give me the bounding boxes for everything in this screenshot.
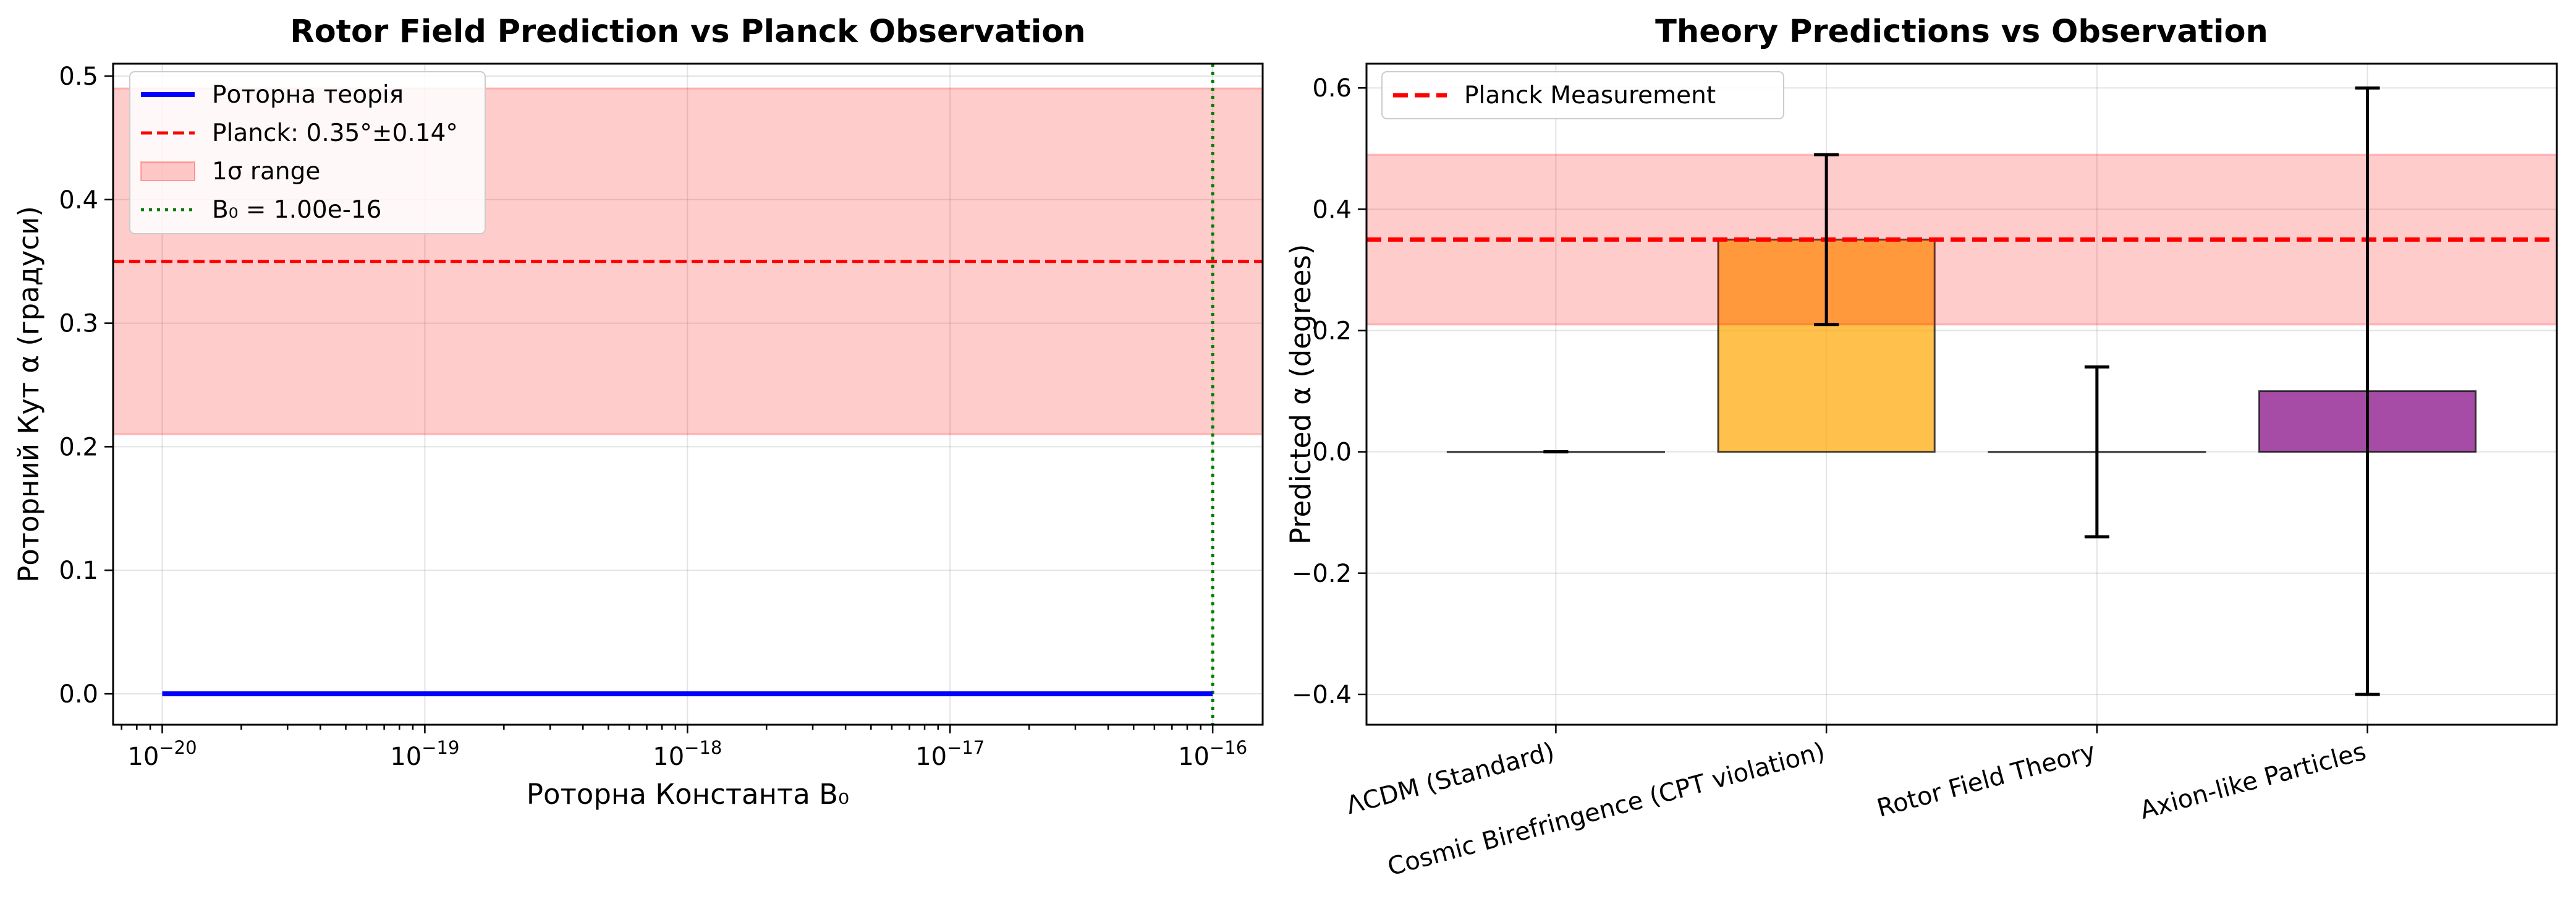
- legend-planck: Planck Measurement: [1393, 82, 1716, 109]
- right-chart: −0.4 −0.2 0.0 0.2 0.4 0.6 ΛCDM (Standard)Cosmi…: [1284, 14, 2558, 882]
- x-tick-label: 10−16: [1178, 737, 1247, 771]
- y-tick-label: 0.2: [1312, 317, 1352, 346]
- y-tick-label: −0.4: [1292, 681, 1352, 709]
- x-axis-label: Роторна Константа B₀: [527, 778, 849, 811]
- x-tick-label: 10−18: [653, 737, 722, 771]
- y-tick-label: −0.2: [1292, 560, 1352, 588]
- y-tick-label: 0.0: [1312, 438, 1352, 467]
- legend-label: Planck: 0.35°±0.14°: [212, 119, 458, 147]
- x-tick-label: Cosmic Birefringence (CPT violation): [1384, 737, 1828, 881]
- y-tick-label: 0.6: [1312, 74, 1352, 103]
- error-bar: [1814, 153, 1839, 326]
- legend-label: Роторна теорія: [212, 81, 404, 109]
- legend-label: B₀ = 1.00e-16: [212, 196, 381, 224]
- x-tick-label: ΛCDM (Standard): [1343, 737, 1557, 820]
- y-tick-label: 0.1: [59, 557, 98, 585]
- error-bar: [2084, 365, 2109, 539]
- error-bar: [2355, 86, 2380, 696]
- legend-swatch: [140, 161, 195, 181]
- legend-sigma-range: 1σ range: [140, 158, 320, 186]
- chart-title: Theory Predictions vs Observation: [1655, 14, 2268, 50]
- legend-label: 1σ range: [212, 158, 320, 186]
- left-chart: 10−20 10−19 10−18 10−17 10−16 0.0 0.1 0.2 0.3 0.4…: [12, 14, 1264, 811]
- legend-box: [129, 71, 486, 234]
- x-tick-label: Rotor Field Theory: [1874, 737, 2098, 823]
- legend: Роторна теорія Planck: 0.35°±0.14° 1σ rang…: [129, 71, 486, 234]
- y-axis-label: Роторний Кут α (градуси): [12, 206, 45, 583]
- legend-planck: Planck: 0.35°±0.14°: [141, 119, 458, 147]
- legend-b0: B₀ = 1.00e-16: [141, 196, 381, 224]
- chart-title: Rotor Field Prediction vs Planck Observa…: [290, 14, 1085, 50]
- y-tick-label: 0.4: [1312, 195, 1352, 224]
- x-tick-label: 10−17: [915, 737, 985, 771]
- x-tick-label: 10−19: [390, 737, 459, 771]
- axes-frame: [1365, 62, 2558, 726]
- x-tick-label: Axion-like Particles: [2137, 737, 2369, 825]
- y-tick-label: 0.3: [59, 310, 98, 338]
- legend-box: [1381, 71, 1784, 119]
- y-tick-label: 0.4: [59, 186, 98, 215]
- y-axis-label: Predicted α (degrees): [1284, 244, 1317, 545]
- y-tick-label: 0.5: [59, 62, 98, 91]
- legend-label: Planck Measurement: [1464, 82, 1716, 109]
- y-tick-label: 0.0: [59, 680, 98, 709]
- y-tick-label: 0.2: [59, 433, 98, 461]
- legend: Planck Measurement: [1381, 71, 1784, 119]
- legend-rotor-theory: Роторна теорія: [141, 81, 404, 109]
- x-tick-label: 10−20: [127, 737, 197, 771]
